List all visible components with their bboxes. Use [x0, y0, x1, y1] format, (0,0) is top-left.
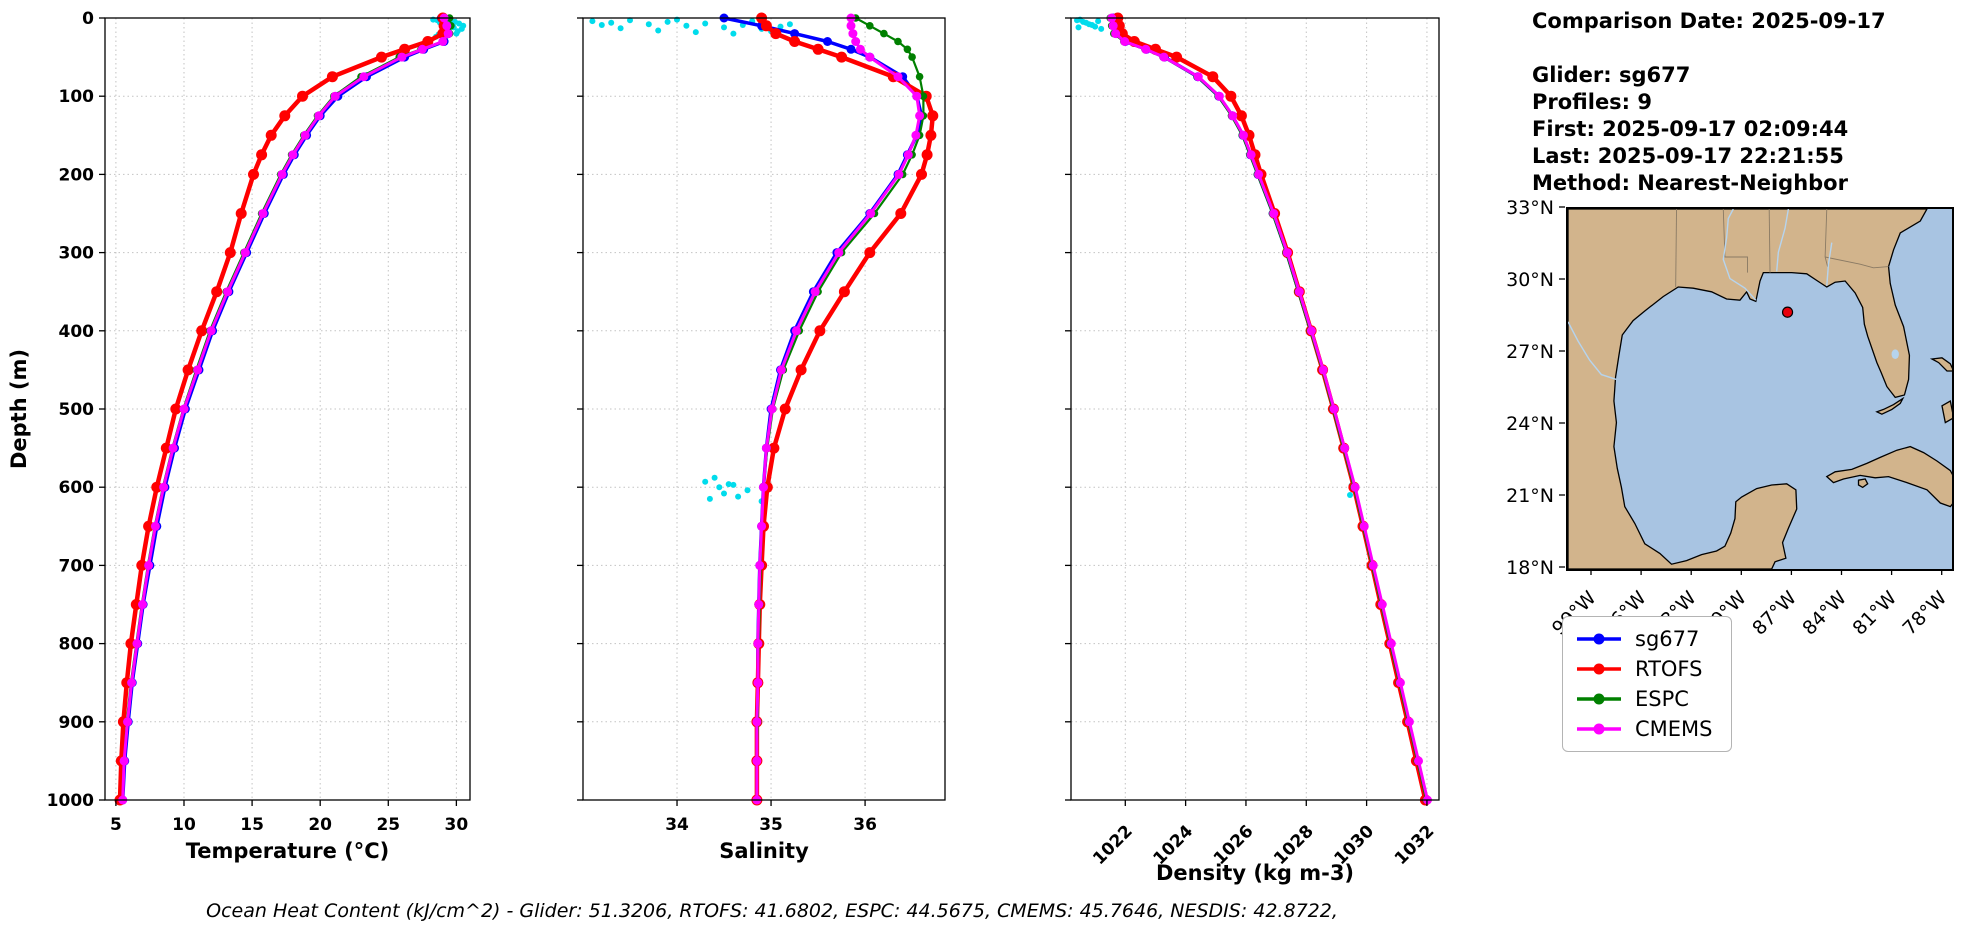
profiles-count: Profiles: 9 [1532, 90, 1653, 114]
svg-text:800: 800 [59, 635, 95, 655]
legend-line-sg677 [1577, 633, 1621, 645]
legend-label: RTOFS [1635, 657, 1703, 681]
svg-text:27°N: 27°N [1506, 341, 1554, 363]
legend-label: ESPC [1635, 687, 1689, 711]
svg-text:1032: 1032 [1391, 821, 1439, 869]
x-axis-label: Temperature (°C) [186, 839, 389, 863]
last-profile-time: Last: 2025-09-17 22:21:55 [1532, 144, 1844, 168]
svg-text:21°N: 21°N [1506, 485, 1554, 507]
svg-text:700: 700 [59, 556, 95, 576]
legend-line-CMEMS [1577, 723, 1621, 735]
svg-text:24°N: 24°N [1506, 413, 1554, 435]
svg-text:100: 100 [59, 87, 95, 107]
svg-text:500: 500 [59, 400, 95, 420]
svg-text:300: 300 [59, 244, 95, 264]
info-panel: Comparison Date: 2025-09-17 Glider: sg67… [1532, 8, 1886, 197]
first-profile-time: First: 2025-09-17 02:09:44 [1532, 117, 1849, 141]
svg-text:33°N: 33°N [1506, 197, 1554, 219]
svg-text:30: 30 [445, 815, 469, 835]
svg-text:20: 20 [308, 815, 332, 835]
series-RTOFS [1112, 12, 1431, 806]
svg-text:84°W: 84°W [1798, 587, 1851, 640]
svg-text:81°W: 81°W [1848, 587, 1901, 640]
landmass-4 [1942, 401, 1952, 423]
legend-entry-ESPC: ESPC [1575, 687, 1713, 711]
legend-line-ESPC [1577, 693, 1621, 705]
svg-text:36: 36 [853, 815, 877, 835]
legend-label: sg677 [1635, 627, 1700, 651]
glider-name: Glider: sg677 [1532, 63, 1691, 87]
x-axis-label: Salinity [719, 839, 809, 863]
legend: sg677 RTOFS ESPC CMEMS [1562, 616, 1732, 752]
y-axis-label: Depth (m) [7, 349, 31, 469]
svg-text:1000: 1000 [47, 791, 94, 811]
method: Method: Nearest-Neighbor [1532, 171, 1848, 195]
legend-line-RTOFS [1577, 663, 1621, 675]
profile-plot-1: 34 35 36 Salinity [577, 12, 946, 863]
legend-entry-sg677: sg677 [1575, 627, 1713, 651]
comparison-date: Comparison Date: 2025-09-17 [1532, 9, 1886, 33]
landmass-3 [1932, 358, 1952, 371]
svg-text:18°N: 18°N [1506, 557, 1554, 579]
legend-entry-CMEMS: CMEMS [1575, 717, 1713, 741]
landmass-1 [1827, 447, 1952, 507]
svg-text:87°W: 87°W [1748, 587, 1801, 640]
profile-plot-0: 5 10 15 20 25 3001002003004005006007008009001… [7, 9, 471, 863]
info-gap [1532, 35, 1886, 62]
scatter-glider-observations [1074, 16, 1359, 498]
legend-entry-RTOFS: RTOFS [1575, 657, 1713, 681]
series-CMEMS [1107, 13, 1432, 805]
lake-okeechobee [1891, 349, 1899, 359]
svg-text:5: 5 [110, 815, 122, 835]
svg-text:600: 600 [59, 478, 95, 498]
svg-text:30°N: 30°N [1506, 269, 1554, 291]
svg-text:200: 200 [59, 165, 95, 185]
svg-text:78°W: 78°W [1899, 587, 1952, 640]
svg-text:15: 15 [240, 815, 264, 835]
svg-text:400: 400 [59, 322, 95, 342]
legend-label: CMEMS [1635, 717, 1713, 741]
x-axis-label: Density (kg m-3) [1156, 861, 1354, 885]
svg-text:1022: 1022 [1089, 821, 1137, 869]
svg-text:35: 35 [759, 815, 783, 835]
landmass-0 [1568, 209, 1927, 569]
svg-text:0: 0 [82, 9, 94, 29]
scatter-glider-observations [589, 16, 793, 505]
svg-text:34: 34 [665, 815, 689, 835]
landmass-2 [1859, 479, 1868, 487]
svg-text:10: 10 [172, 815, 196, 835]
gulf-of-mexico-map [1566, 207, 1954, 571]
glider-position-marker [1783, 307, 1793, 317]
landmass-5 [1877, 399, 1903, 415]
ohc-caption: Ocean Heat Content (kJ/cm^2) - Glider: 5… [206, 900, 1338, 922]
svg-text:900: 900 [59, 713, 95, 733]
svg-text:25: 25 [376, 815, 400, 835]
